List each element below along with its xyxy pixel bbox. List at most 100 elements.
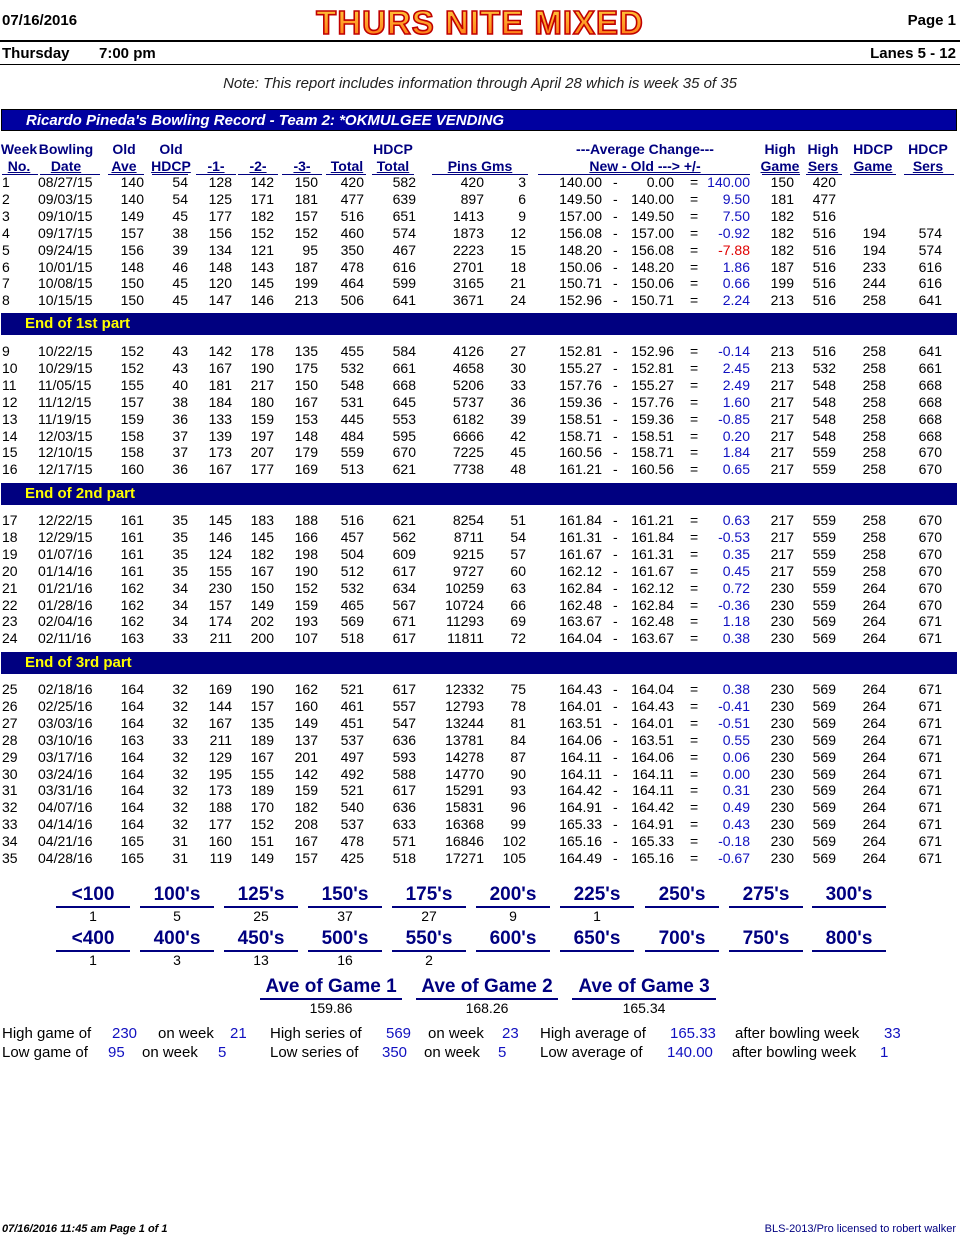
table-row: 3 09/10/15 149 45 177 182 157 516 651 1413 9 157.00… — [0, 208, 960, 225]
cell-games-bowled: 99 — [510, 816, 526, 833]
cell-high-series: 569 — [812, 731, 836, 748]
cell-game-2: 152 — [250, 816, 274, 833]
high-game-header-line-1: High — [764, 141, 796, 157]
cell-new-average: 165.33 — [559, 816, 602, 833]
equals-sign: = — [690, 444, 699, 461]
cell-bowling-date: 10/29/15 — [38, 359, 93, 376]
cell-hdcp-total: 636 — [392, 731, 416, 748]
cell-week-no: 3 — [2, 207, 10, 224]
cell-old-average: 163.51 — [631, 731, 674, 748]
cell-hdcp-high-series: 671 — [918, 799, 942, 816]
cell-old-ave: 158 — [120, 427, 144, 444]
cell-old-hdcp: 32 — [172, 697, 188, 714]
cell-hdcp-total: 616 — [392, 258, 416, 275]
cell-hdcp-total: 599 — [392, 275, 416, 292]
cell-game-3: 107 — [294, 630, 318, 647]
table-row: 18 12/29/15 161 35 146 145 166 457 562 8711 54 161.… — [0, 529, 960, 546]
cell-hdcp-high-game: 258 — [862, 292, 886, 309]
cell-hdcp-total: 621 — [392, 461, 416, 478]
cell-total-pins: 8711 — [453, 528, 484, 545]
cell-game-1: 125 — [208, 190, 232, 207]
low-average-value: 140.00 — [667, 1044, 713, 1061]
cell-total-pins: 12793 — [445, 697, 484, 714]
cell-games-bowled: 84 — [510, 731, 526, 748]
cell-game-3: 199 — [294, 275, 318, 292]
table-row: 13 11/19/15 159 36 133 159 153 445 553 6182 39 158.… — [0, 411, 960, 428]
cell-bowling-date: 12/10/15 — [38, 444, 93, 461]
cell-old-ave: 158 — [120, 444, 144, 461]
cell-game-2: 151 — [250, 833, 274, 850]
cell-old-average: 164.04 — [631, 681, 674, 697]
cell-high-game: 230 — [770, 731, 794, 748]
cell-hdcp-high-series: 670 — [918, 596, 942, 613]
cell-series-total: 513 — [340, 461, 364, 478]
series-range: 650's — [560, 928, 634, 952]
cell-week-no: 15 — [2, 444, 18, 461]
equals-sign: = — [690, 630, 699, 647]
header-underline — [152, 174, 188, 175]
minus-sign: - — [613, 697, 618, 714]
header-underline — [282, 174, 322, 175]
cell-old-hdcp: 31 — [172, 833, 188, 850]
cell-week-no: 23 — [2, 613, 18, 630]
cell-game-2: 217 — [250, 376, 274, 393]
cell-high-game: 217 — [770, 461, 794, 478]
cell-old-ave: 149 — [120, 207, 144, 224]
game-range-label: 300's — [812, 884, 886, 908]
table-row: 25 02/18/16 164 32 169 190 162 521 617 12332 75 164… — [0, 681, 960, 698]
low-average-after-label: after bowling week — [732, 1044, 857, 1061]
minus-sign: - — [613, 359, 618, 376]
cell-total-pins: 897 — [460, 190, 484, 207]
series-range-label: <400 — [56, 928, 130, 952]
high-sers-header-line-1: High — [807, 141, 839, 157]
equals-sign: = — [690, 427, 699, 444]
cell-game-1: 120 — [208, 275, 232, 292]
cell-games-bowled: 75 — [510, 681, 526, 697]
cell-total-pins: 11293 — [446, 613, 484, 630]
high-game-week-label: on week — [158, 1025, 214, 1042]
series-range-count: 16 — [337, 952, 353, 968]
game-range: 300's — [812, 884, 886, 908]
cell-average-change: 1.60 — [722, 393, 750, 410]
cell-game-3: 162 — [294, 681, 318, 697]
cell-hdcp-high-series: 670 — [918, 545, 942, 562]
game-1-header-line-1 — [198, 141, 234, 158]
hdcp-game-header-line-1: HDCP — [853, 141, 893, 157]
game-range-label: 275's — [729, 884, 803, 908]
cell-old-ave: 165 — [120, 850, 144, 866]
cell-average-change: 0.72 — [722, 579, 750, 596]
equals-sign: = — [690, 579, 699, 596]
equals-sign: = — [690, 681, 699, 697]
cell-total-pins: 2223 — [452, 241, 484, 258]
series-range: 800's — [812, 928, 886, 952]
cell-new-average: 164.42 — [559, 782, 602, 799]
minus-sign: - — [613, 613, 618, 630]
low-game-week: 5 — [218, 1044, 227, 1061]
cell-game-2: 171 — [250, 190, 274, 207]
cell-high-series: 516 — [812, 258, 836, 275]
cell-new-average: 161.31 — [559, 528, 602, 545]
cell-game-2: 142 — [250, 174, 274, 190]
cell-hdcp-high-series: 671 — [918, 782, 942, 799]
cell-hdcp-total: 633 — [392, 816, 416, 833]
total-header: Total — [326, 141, 368, 175]
pins-gms-header-line-1 — [430, 141, 530, 158]
bowling-date-header: Bowling Date — [34, 141, 98, 175]
high-game-label: High game of — [2, 1025, 92, 1042]
cell-average-change: -0.92 — [718, 224, 750, 241]
cell-week-no: 8 — [2, 292, 10, 309]
equals-sign: = — [690, 376, 699, 393]
cell-average-change: 0.06 — [722, 748, 750, 765]
cell-high-series: 569 — [812, 816, 836, 833]
equals-sign: = — [690, 528, 699, 545]
average-change-header: ---Average Change--- New - Old ---> +/- — [540, 141, 750, 175]
high-series-week-label: on week — [428, 1025, 484, 1042]
cell-game-1: 145 — [208, 512, 232, 528]
cell-game-2: 157 — [250, 697, 274, 714]
cell-week-no: 28 — [2, 731, 18, 748]
cell-hdcp-high-series: 671 — [918, 850, 942, 866]
cell-bowling-date: 10/22/15 — [38, 343, 93, 359]
cell-old-average: 158.71 — [631, 444, 674, 461]
cell-old-hdcp: 32 — [172, 782, 188, 799]
cell-game-2: 202 — [250, 613, 274, 630]
